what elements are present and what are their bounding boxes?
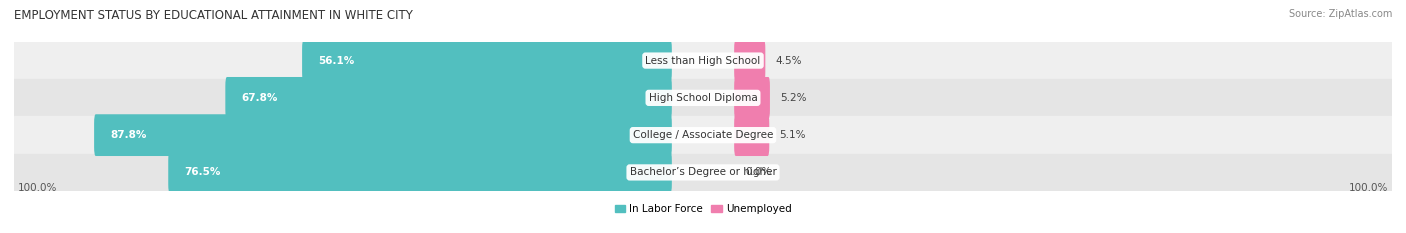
FancyBboxPatch shape — [734, 114, 769, 156]
Text: 4.5%: 4.5% — [775, 56, 801, 65]
Text: EMPLOYMENT STATUS BY EDUCATIONAL ATTAINMENT IN WHITE CITY: EMPLOYMENT STATUS BY EDUCATIONAL ATTAINM… — [14, 9, 413, 22]
Text: High School Diploma: High School Diploma — [648, 93, 758, 103]
Bar — [14, 79, 1392, 116]
Text: Source: ZipAtlas.com: Source: ZipAtlas.com — [1288, 9, 1392, 19]
Text: 56.1%: 56.1% — [319, 56, 354, 65]
FancyBboxPatch shape — [225, 77, 672, 119]
Bar — [14, 116, 1392, 154]
Text: 100.0%: 100.0% — [17, 183, 56, 193]
FancyBboxPatch shape — [169, 151, 672, 193]
Text: Bachelor’s Degree or higher: Bachelor’s Degree or higher — [630, 168, 776, 177]
Text: 0.0%: 0.0% — [745, 168, 772, 177]
Text: 5.2%: 5.2% — [780, 93, 806, 103]
Text: 67.8%: 67.8% — [242, 93, 278, 103]
Text: 87.8%: 87.8% — [111, 130, 146, 140]
Text: 5.1%: 5.1% — [779, 130, 806, 140]
Legend: In Labor Force, Unemployed: In Labor Force, Unemployed — [610, 200, 796, 219]
FancyBboxPatch shape — [734, 77, 770, 119]
Text: Less than High School: Less than High School — [645, 56, 761, 65]
FancyBboxPatch shape — [94, 114, 672, 156]
Bar — [14, 42, 1392, 79]
FancyBboxPatch shape — [302, 40, 672, 82]
Text: 100.0%: 100.0% — [1350, 183, 1389, 193]
Bar — [14, 154, 1392, 191]
Text: College / Associate Degree: College / Associate Degree — [633, 130, 773, 140]
FancyBboxPatch shape — [734, 40, 765, 82]
Text: 76.5%: 76.5% — [184, 168, 221, 177]
